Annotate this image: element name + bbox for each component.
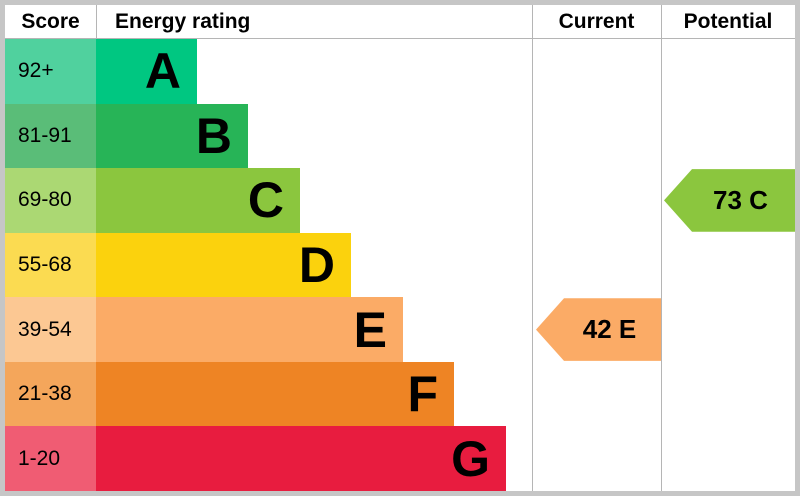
band-score-range: 21-38 (5, 361, 96, 427)
band-bar: A (96, 39, 197, 104)
potential-column-header: Potential (683, 9, 773, 33)
band-score-range: 1-20 (5, 426, 96, 491)
band-score-range: 81-91 (5, 103, 96, 169)
rating-bands-area: 92+ A 81-91 B 69-80 C 55-68 D 39-54 E 21… (5, 39, 795, 491)
band-bar: G (96, 426, 506, 491)
score-energy-column-divider (96, 5, 97, 38)
header-underline (5, 38, 795, 39)
band-letter: E (353, 301, 387, 358)
band-score-range: 55-68 (5, 232, 96, 298)
band-letter: D (298, 237, 335, 294)
band-bar: F (96, 361, 454, 427)
band-row: 39-54 E (5, 297, 795, 362)
potential-rating-value: 73 C (713, 184, 768, 215)
current-column-header: Current (558, 9, 635, 33)
band-bar: B (96, 103, 248, 169)
score-column-header: Score (21, 9, 80, 33)
band-letter: B (195, 107, 232, 164)
band-score-range: 69-80 (5, 168, 96, 233)
band-score-range: 92+ (5, 39, 96, 104)
band-letter: A (144, 43, 181, 100)
band-score-range: 39-54 (5, 297, 96, 362)
current-rating-arrow: 42 E (536, 298, 661, 361)
band-bar: C (96, 168, 300, 233)
band-row: 1-20 G (5, 426, 795, 491)
current-rating-value: 42 E (582, 314, 637, 345)
band-row: 92+ A (5, 39, 795, 104)
chart-header: Score Energy rating Current Potential (5, 5, 795, 38)
current-potential-column-divider (661, 5, 662, 491)
band-letter: G (451, 430, 490, 487)
band-row: 55-68 D (5, 232, 795, 298)
energy-rating-column-header: Energy rating (115, 9, 251, 33)
band-row: 21-38 F (5, 361, 795, 427)
band-bar: D (96, 232, 351, 298)
band-row: 69-80 C (5, 168, 795, 233)
band-row: 81-91 B (5, 103, 795, 169)
band-bar: E (96, 297, 403, 362)
band-letter: F (407, 366, 438, 423)
band-letter: C (247, 172, 284, 229)
energy-current-column-divider (532, 5, 533, 491)
potential-rating-arrow: 73 C (664, 169, 795, 232)
